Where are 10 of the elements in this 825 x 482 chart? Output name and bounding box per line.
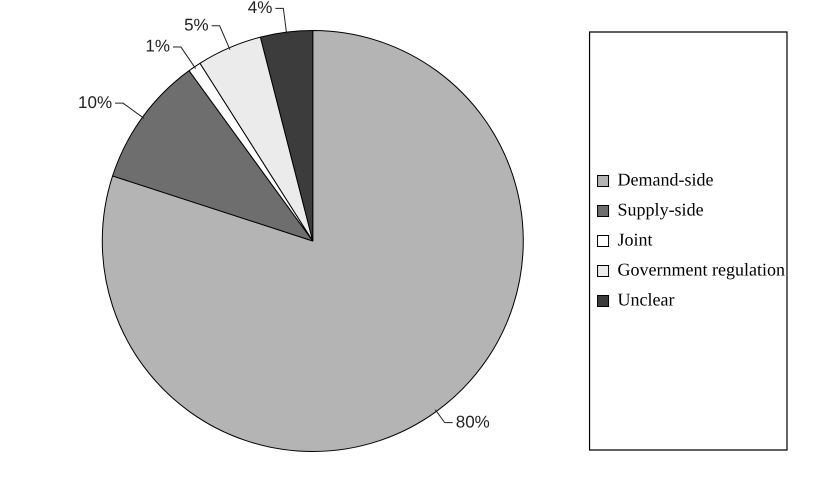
legend-label: Government regulation bbox=[618, 260, 786, 280]
data-label: 4% bbox=[248, 0, 272, 18]
legend-label: Demand-side bbox=[618, 170, 714, 190]
data-label: 1% bbox=[145, 36, 170, 56]
data-label: 5% bbox=[184, 15, 209, 34]
data-label: 10% bbox=[78, 92, 112, 112]
legend-label: Joint bbox=[618, 230, 653, 250]
data-label: 80% bbox=[456, 412, 490, 432]
legend-label: Unclear bbox=[618, 290, 675, 310]
legend-label: Supply-side bbox=[618, 200, 704, 220]
